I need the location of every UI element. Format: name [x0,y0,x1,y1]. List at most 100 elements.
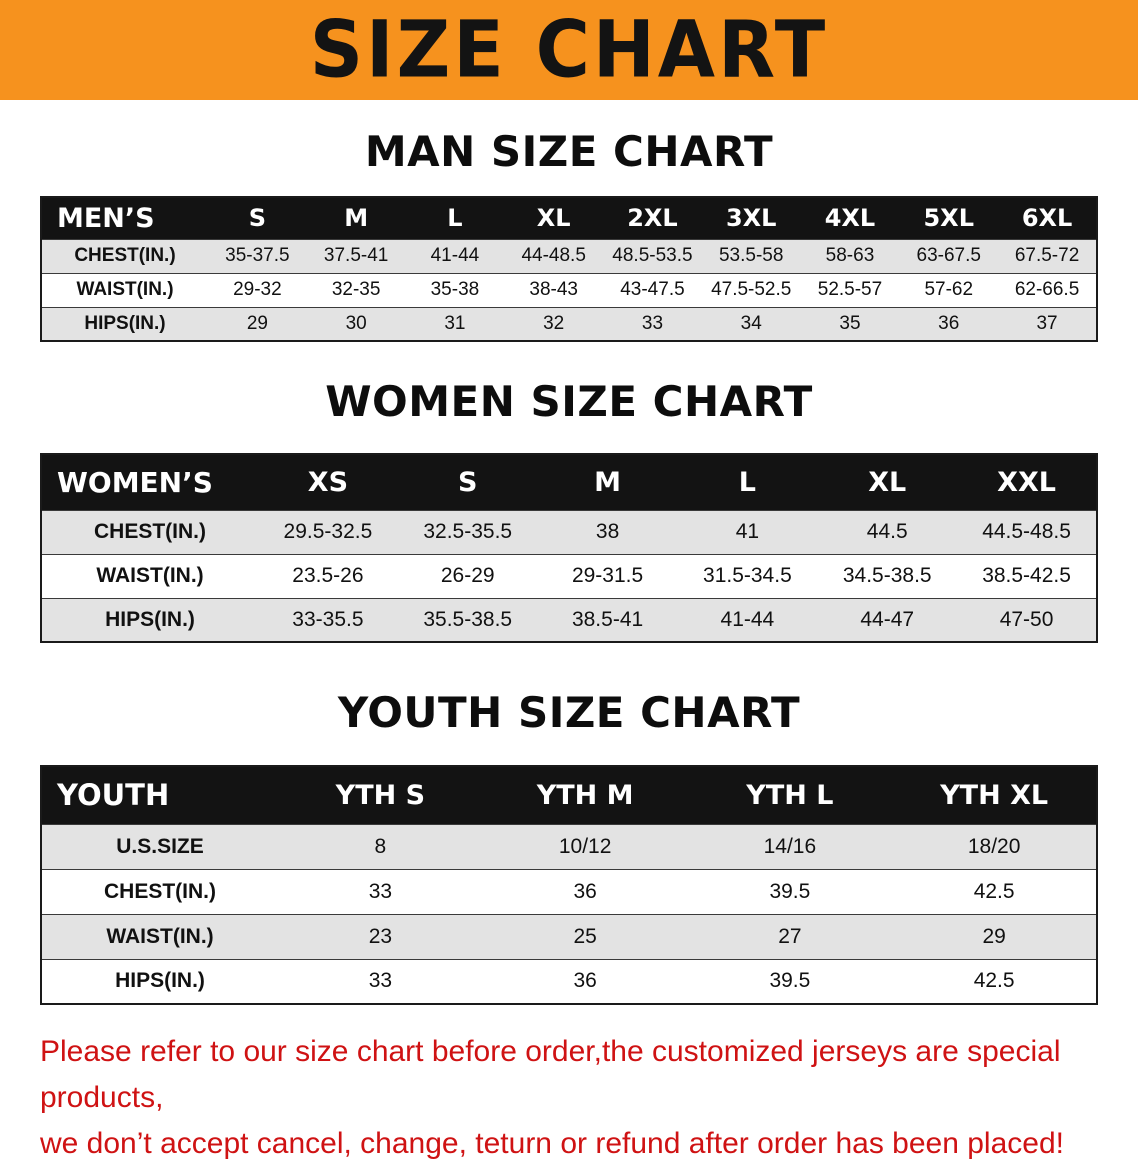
youth-col-header-yth-m: YTH M [482,766,688,824]
row-label: HIPS(IN.) [105,607,195,631]
youth-col-header-yth-xl: YTH XL [892,766,1097,824]
youth-row-chest-in: CHEST(IN.) 33 36 39.5 42.5 [41,869,1097,914]
size-value: 44.5-48.5 [982,520,1071,543]
youth-size-table: YOUTH YTH S YTH M YTH L YTH XL U.S.SIZE 8 10/12… [40,765,1098,1005]
size-value: 53.5-58 [718,245,784,266]
women-row-waist-in: WAIST(IN.) 23.5-26 26-29 29-31.5 31.5-34.5 34… [41,554,1097,598]
size-value: 41-44 [720,607,775,631]
row-label: CHEST(IN.) [74,245,176,266]
size-value: 31.5-34.5 [703,564,792,587]
men-col-header-xl: XL [504,197,604,239]
row-label: CHEST(IN.) [94,520,206,543]
size-value: 36 [573,879,597,903]
men-col-header-m: M [306,197,406,239]
men-col-header-3xl: 3XL [701,197,801,239]
size-value: 44-48.5 [521,245,586,266]
men-col-header-s: S [208,197,307,239]
men-col-header-5xl: 5XL [899,197,999,239]
size-value: 26-29 [440,564,495,587]
size-value: 41-44 [430,245,480,266]
size-value: 38-43 [529,279,578,300]
size-value: 25 [573,924,597,948]
size-value: 23.5-26 [292,564,364,587]
size-value: 33 [368,969,393,993]
size-value: 31 [444,312,466,334]
size-value: 29 [982,924,1006,948]
men-header-row: MEN’S S M L XL 2XL 3XL 4XL 5XL 6XL [41,197,1097,239]
row-label: WAIST(IN.) [76,279,174,300]
size-value: 35-37.5 [225,245,290,266]
size-tables-container: MAN SIZE CHART MEN’S S M L XL 2XL 3XL 4XL 5XL 6XL C… [0,128,1138,1005]
size-value: 18/20 [967,834,1021,858]
size-value: 29 [246,312,268,334]
size-value: 33 [368,879,393,903]
size-value: 23 [368,924,393,948]
banner: SIZE CHART [0,0,1138,100]
section-heading-men: MAN SIZE CHART [364,127,774,176]
size-value: 29-32 [233,279,282,300]
size-value: 8 [374,834,387,858]
size-value: 10/12 [558,834,612,858]
size-value: 39.5 [769,969,811,993]
youth-col-header-yth-l: YTH L [687,766,893,824]
men-row-waist-in: WAIST(IN.) 29-32 32-35 35-38 38-43 43-47.5 47.… [41,273,1097,307]
size-value: 29-31.5 [571,564,644,587]
row-label: WAIST(IN.) [96,564,204,587]
youth-table-head: YOUTH YTH S YTH M YTH L YTH XL [41,766,1097,824]
size-value: 35.5-38.5 [423,607,513,631]
men-row-hips-in: HIPS(IN.) 29 30 31 32 33 34 35 36 37 [41,307,1097,341]
women-table-body: CHEST(IN.) 29.5-32.5 32.5-35.5 38 41 44.5 44.5… [41,510,1097,642]
women-col-header-xs: XS [258,454,398,510]
size-value: 33 [641,312,664,334]
size-value: 34 [740,312,762,334]
size-value: 33-35.5 [292,607,364,631]
size-value: 30 [345,312,367,334]
women-col-header-m: M [537,454,678,510]
size-value: 36 [938,312,960,334]
size-value: 14/16 [763,834,817,858]
men-table-title: MEN’S [41,197,208,239]
size-value: 29.5-32.5 [283,520,373,543]
women-row-chest-in: CHEST(IN.) 29.5-32.5 32.5-35.5 38 41 44.5 44.5… [41,510,1097,554]
men-col-header-6xl: 6XL [998,197,1097,239]
row-label: U.S.SIZE [116,834,204,858]
size-value: 62-66.5 [1014,279,1080,300]
youth-row-hips-in: HIPS(IN.) 33 36 39.5 42.5 [41,959,1097,1004]
size-value: 27 [778,924,802,948]
women-header-row: WOMEN’S XS S M L XL XXL [41,454,1097,510]
size-value: 39.5 [769,879,811,903]
size-value: 47-50 [999,607,1054,631]
size-value: 38.5-41 [571,607,644,631]
size-value: 37 [1036,312,1058,334]
men-row-chest-in: CHEST(IN.) 35-37.5 37.5-41 41-44 44-48.5 48.5… [41,239,1097,273]
youth-header-row: YOUTH YTH S YTH M YTH L YTH XL [41,766,1097,824]
size-value: 57-62 [924,279,974,300]
women-col-header-s: S [397,454,538,510]
size-value: 41 [735,520,760,543]
disclaimer-line-1: Please refer to our size chart before or… [40,1035,1061,1114]
youth-table-body: U.S.SIZE 8 10/12 14/16 18/20 CHEST(IN.) 33 36 39… [41,824,1097,1004]
youth-col-header-yth-s: YTH S [278,766,483,824]
size-value: 35-38 [430,279,480,300]
men-col-header-2xl: 2XL [603,197,702,239]
size-value: 58-63 [825,245,875,266]
size-value: 42.5 [973,969,1015,993]
row-label: HIPS(IN.) [115,969,205,993]
women-col-header-xl: XL [817,454,958,510]
women-col-header-xxl: XXL [957,454,1097,510]
size-value: 63-67.5 [916,245,981,266]
size-value: 38.5-42.5 [982,564,1071,587]
youth-row-u-s-size: U.S.SIZE 8 10/12 14/16 18/20 [41,824,1097,869]
size-value: 34.5-38.5 [842,564,932,587]
section-heading-youth: YOUTH SIZE CHART [337,688,801,737]
page-title: SIZE CHART [309,4,829,96]
women-row-hips-in: HIPS(IN.) 33-35.5 35.5-38.5 38.5-41 41-44 44-… [41,598,1097,642]
men-table-head: MEN’S S M L XL 2XL 3XL 4XL 5XL 6XL [41,197,1097,239]
size-value: 37.5-41 [323,245,389,266]
youth-row-waist-in: WAIST(IN.) 23 25 27 29 [41,914,1097,959]
men-table-body: CHEST(IN.) 35-37.5 37.5-41 41-44 44-48.5 48.5… [41,239,1097,341]
size-value: 36 [573,969,597,993]
size-value: 52.5-57 [817,279,883,300]
women-table-title: WOMEN’S [41,454,258,510]
